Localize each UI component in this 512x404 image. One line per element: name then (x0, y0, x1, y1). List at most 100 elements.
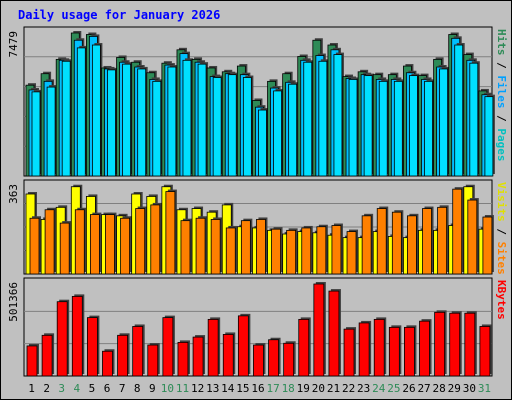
visits-sites-ymax-label: 363 (7, 184, 20, 204)
kbytes-bar (86, 317, 98, 377)
day-label: 17 (266, 382, 279, 395)
sites-bar (240, 220, 251, 275)
day-label: 3 (58, 382, 65, 395)
sites-bar (467, 199, 478, 275)
chart-panels: 7479 Hits / Files / Pages 363 Visits / Site… (7, 26, 508, 377)
pages-bar (333, 54, 343, 177)
visits-sites-panel: 363 Visits / Sites (7, 179, 508, 275)
sites-bar (301, 227, 312, 275)
sites-bar (376, 208, 387, 275)
kbytes-bar (102, 350, 113, 377)
sites-bar (44, 209, 55, 275)
pages-bar (46, 86, 56, 177)
kbytes-bar (313, 283, 325, 377)
kbytes-bar (373, 318, 385, 377)
pages-bar (152, 80, 162, 177)
day-label: 22 (342, 382, 355, 395)
sites-bar (316, 226, 327, 275)
sites-bar (74, 209, 85, 275)
sites-bar (346, 231, 357, 275)
sites-bar (482, 216, 493, 275)
kbytes-bar (343, 328, 355, 377)
pages-bar (167, 66, 177, 177)
kbytes-bar (283, 342, 295, 377)
pages-bar (363, 75, 373, 177)
kbytes-bar (434, 311, 446, 377)
pages-bar (348, 79, 358, 177)
kbytes-bar (404, 326, 415, 377)
day-label: 16 (251, 382, 264, 395)
day-label: 7 (119, 382, 126, 395)
kbytes-bar (71, 295, 83, 377)
day-label: 14 (221, 382, 235, 395)
hits-files-pages-panel: 7479 Hits / Files / Pages (7, 26, 508, 177)
day-label: 4 (74, 382, 81, 395)
sites-bar (452, 188, 463, 275)
sites-bar (331, 225, 342, 275)
sites-bar (271, 228, 281, 275)
day-label: 19 (297, 382, 310, 395)
day-label: 29 (448, 382, 461, 395)
sites-bar (180, 220, 191, 275)
pages-bar (212, 77, 222, 177)
sites-bar (105, 214, 115, 275)
sites-bar (256, 219, 266, 275)
pages-bar (303, 61, 313, 177)
pages-bar (318, 60, 328, 177)
pages-bar (469, 62, 479, 177)
pages-bar (91, 44, 101, 177)
kbytes-bar (298, 318, 310, 377)
day-label: 9 (149, 382, 156, 395)
kbytes-bar (207, 318, 219, 377)
sites-bar (210, 219, 221, 275)
hits-files-pages-right-label: Hits / Files / Pages (495, 29, 508, 162)
legend-label: Pages (495, 128, 508, 161)
pages-bar (439, 68, 449, 177)
pages-bar (424, 80, 433, 177)
day-label: 18 (282, 382, 295, 395)
kbytes-right-label: KBytes (495, 280, 508, 320)
kbytes-panel: 501366 KBytes (7, 277, 508, 377)
day-labels: 1 2 3 4 5 6 7 8 9 10 11 12 13 14 15 16 17 18 19 20 21 22 23 24 2… (28, 382, 491, 395)
day-label: 2 (43, 382, 50, 395)
kbytes-bar (464, 312, 476, 377)
kbytes-bar (147, 344, 159, 377)
day-label: 23 (357, 382, 370, 395)
sites-bar (29, 217, 40, 275)
day-label: 25 (387, 382, 400, 395)
kbytes-bar (253, 344, 264, 377)
pages-bar (409, 75, 418, 177)
kbytes-bar (328, 290, 340, 377)
sites-bar (361, 215, 372, 275)
kbytes-ymax-label: 501366 (7, 282, 20, 322)
sites-bar (195, 217, 206, 275)
kbytes-bar (388, 326, 400, 377)
pages-bar (197, 63, 207, 177)
kbytes-bar (222, 334, 234, 377)
kbytes-bar (117, 334, 128, 377)
kbytes-bar (419, 320, 430, 377)
legend-label: Sites (495, 242, 508, 275)
pages-bar (288, 83, 298, 177)
sites-bar (165, 191, 176, 275)
kbytes-bar (177, 341, 189, 377)
pages-bar (258, 109, 267, 177)
legend-label: / (495, 222, 508, 242)
legend-label: Files (495, 75, 508, 108)
pages-bar (227, 74, 237, 177)
pages-bar (107, 69, 116, 177)
kbytes-bar (449, 312, 461, 377)
legend-label: / (495, 109, 508, 129)
sites-bar (89, 214, 100, 275)
sites-bar (422, 208, 432, 275)
day-label: 12 (191, 382, 204, 395)
sites-bar (286, 229, 297, 275)
day-label: 27 (417, 382, 430, 395)
pages-bar (61, 60, 71, 177)
kbytes-bar (162, 317, 174, 377)
sites-bar (59, 222, 70, 275)
kbytes-bar (41, 334, 53, 377)
pages-bar (31, 91, 41, 177)
kbytes-bar (192, 336, 204, 377)
